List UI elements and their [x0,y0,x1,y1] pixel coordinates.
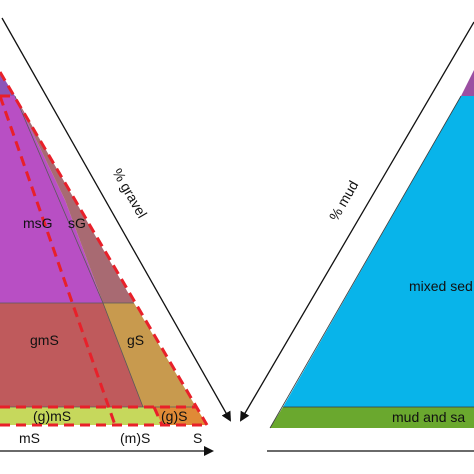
axis-label-mud: % mud [326,178,362,224]
dash-line [0,95,117,426]
label-sG: sG [68,215,86,231]
label-mS: mS [19,430,40,446]
label-m-S: (m)S [120,430,150,446]
label-gS: gS [127,332,144,348]
arrow-mud-icon [239,21,474,422]
boundary-line [102,302,144,408]
dashed-outline [0,71,209,427]
arrow-gravel-icon [1,17,231,422]
region-mud-and-sand [270,407,474,428]
label-g-S: (g)S [161,408,187,424]
region-gmS [0,303,143,407]
region-msG [0,96,103,303]
label-mud-and-sand: mud and sa [392,409,465,425]
left-triangle: msG sG gmS gS (g)mS (g)S mS (m)S S [0,71,209,446]
dash-line [152,406,164,426]
right-triangle: mixed sed mud and sa [269,70,474,429]
boundary-line [14,95,104,304]
dash-line [0,71,209,426]
axis-label-gravel: % gravel [109,166,150,221]
region-g-mS [0,407,162,425]
label-g-mS: (g)mS [33,408,71,424]
label-S: S [193,430,202,446]
label-msG: msG [23,215,53,231]
boundary-line [269,95,462,429]
region-g-S [154,407,207,425]
region-mixed-sediment [283,96,474,407]
region-gS [103,303,196,407]
region-apex-right [461,70,474,96]
label-mixed-sediment: mixed sed [409,278,473,294]
label-gmS: gmS [30,332,59,348]
